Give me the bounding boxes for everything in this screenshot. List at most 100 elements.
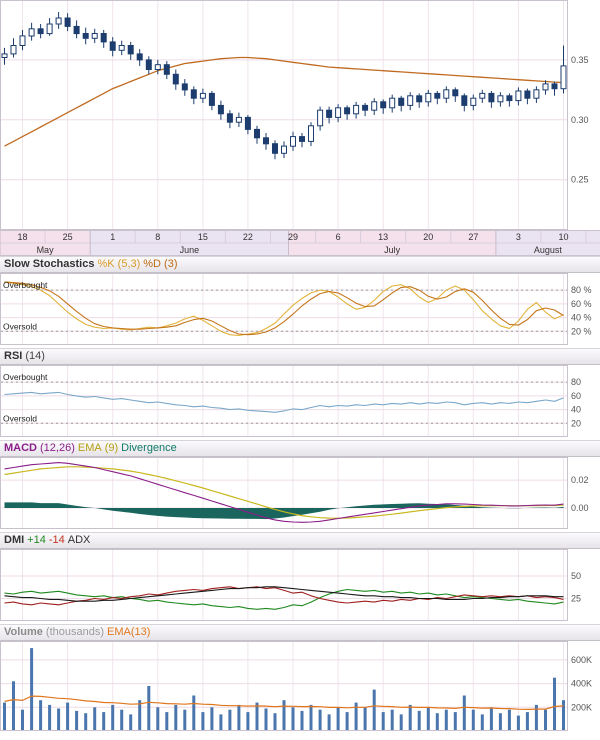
y-axis-labels: 50 25 xyxy=(571,571,581,604)
y-axis-labels: 80 60 40 20 xyxy=(571,377,581,428)
month-labels: May June July August xyxy=(37,245,563,255)
header-param: EMA(13) xyxy=(107,626,151,638)
panel-header-volume: Volume (thousands) EMA(13) xyxy=(0,624,600,641)
header-param: %D (3) xyxy=(143,258,178,270)
gridlines xyxy=(1,550,567,620)
y-axis-label: 0.25 xyxy=(571,175,589,185)
header-param: (thousands) xyxy=(45,626,105,638)
header-title: RSI xyxy=(4,350,23,362)
header-param: (9) xyxy=(104,442,119,454)
week-label: 1 xyxy=(110,232,115,242)
panel-border xyxy=(0,549,568,621)
moving-average-line xyxy=(4,56,564,147)
header-param: %K (5,3) xyxy=(97,258,141,270)
week-label: 29 xyxy=(288,232,298,242)
header-param: Divergence xyxy=(121,442,177,454)
divergence-histogram xyxy=(4,502,564,520)
month-label: May xyxy=(37,245,55,255)
y-axis-label: 600K xyxy=(571,655,592,665)
header-param: +14 xyxy=(27,534,46,546)
week-label: 13 xyxy=(378,232,388,242)
stochastics-line xyxy=(4,281,564,336)
section-gap xyxy=(0,437,600,440)
y-axis-label: 80 xyxy=(571,377,581,387)
header-param: ADX xyxy=(67,534,91,546)
y-axis-label: 0.35 xyxy=(571,55,589,65)
month-label: July xyxy=(384,245,401,255)
oversold-label: Oversold xyxy=(3,413,37,423)
rsi-line xyxy=(4,391,564,413)
panel-header-rsi: RSI (14) xyxy=(0,348,600,365)
volume-bars xyxy=(3,648,565,730)
gridlines xyxy=(1,366,567,436)
week-label: 27 xyxy=(468,232,478,242)
header-param: -14 xyxy=(48,534,65,546)
dmi-line xyxy=(4,586,564,602)
dmi-line xyxy=(4,588,564,610)
y-axis-label: 80 % xyxy=(571,285,592,295)
header-param: (14) xyxy=(25,350,45,362)
header-title: Slow Stochastics xyxy=(4,258,95,270)
header-title: DMI xyxy=(4,534,25,546)
chart-rsi: 80 60 40 20 Overbought Oversold xyxy=(0,365,581,437)
y-axis-label: 0.30 xyxy=(571,115,589,125)
overbought-label: Overbought xyxy=(3,280,48,290)
week-labels: 18 25 1 8 15 22 29 6 13 20 27 3 10 xyxy=(18,232,569,242)
y-axis-label: 400K xyxy=(571,679,592,689)
header-title: Volume xyxy=(4,626,43,638)
y-axis-label: 25 xyxy=(571,594,581,604)
header-title: MACD xyxy=(4,442,37,454)
dmi-line xyxy=(4,586,564,606)
y-axis-label: 50 xyxy=(571,571,581,581)
y-axis-label: 200K xyxy=(571,702,592,712)
stochastics-line xyxy=(4,281,564,336)
gridlines xyxy=(1,274,567,344)
panel-border xyxy=(0,273,568,345)
panel-border xyxy=(0,0,568,230)
panel-header-dmi: DMI +14 -14 ADX xyxy=(0,532,600,549)
month-label: August xyxy=(534,245,563,255)
week-label: 25 xyxy=(63,232,73,242)
week-label: 18 xyxy=(18,232,28,242)
chart-dmi: 50 25 xyxy=(0,549,581,621)
week-label: 22 xyxy=(243,232,253,242)
section-gap xyxy=(0,345,600,348)
y-axis-labels: 0.02 0.00 xyxy=(571,475,589,513)
header-param: EMA xyxy=(77,442,102,454)
oversold-label: Oversold xyxy=(3,321,37,331)
header-param: (12,26) xyxy=(40,442,75,454)
chart-stochastics: 80 % 60 % 40 % 20 % Overbought Oversold xyxy=(0,273,592,345)
week-label: 8 xyxy=(155,232,160,242)
panel-border xyxy=(0,641,568,731)
week-label: 15 xyxy=(198,232,208,242)
section-gap xyxy=(0,529,600,532)
y-axis-labels: 80 % 60 % 40 % 20 % xyxy=(571,285,592,336)
y-axis-label: 60 xyxy=(571,391,581,401)
week-label: 6 xyxy=(336,232,341,242)
panel-border xyxy=(0,457,568,529)
y-axis-label: 0.00 xyxy=(571,503,589,513)
chart-macd: 0.02 0.00 xyxy=(0,457,589,529)
y-axis-labels: 600K 400K 200K xyxy=(571,655,592,712)
panel-header-macd: MACD (12,26) EMA (9) Divergence xyxy=(0,440,600,457)
overbought-label: Overbought xyxy=(3,372,48,382)
y-axis-label: 40 xyxy=(571,405,581,415)
panel-header-stochastics: Slow Stochastics %K (5,3) %D (3) xyxy=(0,256,600,273)
week-label: 3 xyxy=(516,232,521,242)
y-axis-label: 20 % xyxy=(571,326,592,336)
volume-ema-line xyxy=(4,695,564,711)
week-label: 10 xyxy=(558,232,568,242)
macd-line xyxy=(4,462,564,523)
y-axis-label: 60 % xyxy=(571,299,592,309)
panel-border xyxy=(0,365,568,437)
y-axis-labels: 0.35 0.30 0.25 xyxy=(571,55,589,185)
y-axis-label: 40 % xyxy=(571,313,592,323)
y-axis-label: 0.02 xyxy=(571,475,589,485)
candle-series xyxy=(1,12,567,160)
month-bands xyxy=(0,230,600,256)
chart-price: 0.35 0.30 0.25 xyxy=(0,0,589,230)
section-gap xyxy=(0,621,600,624)
y-axis-label: 20 xyxy=(571,418,581,428)
